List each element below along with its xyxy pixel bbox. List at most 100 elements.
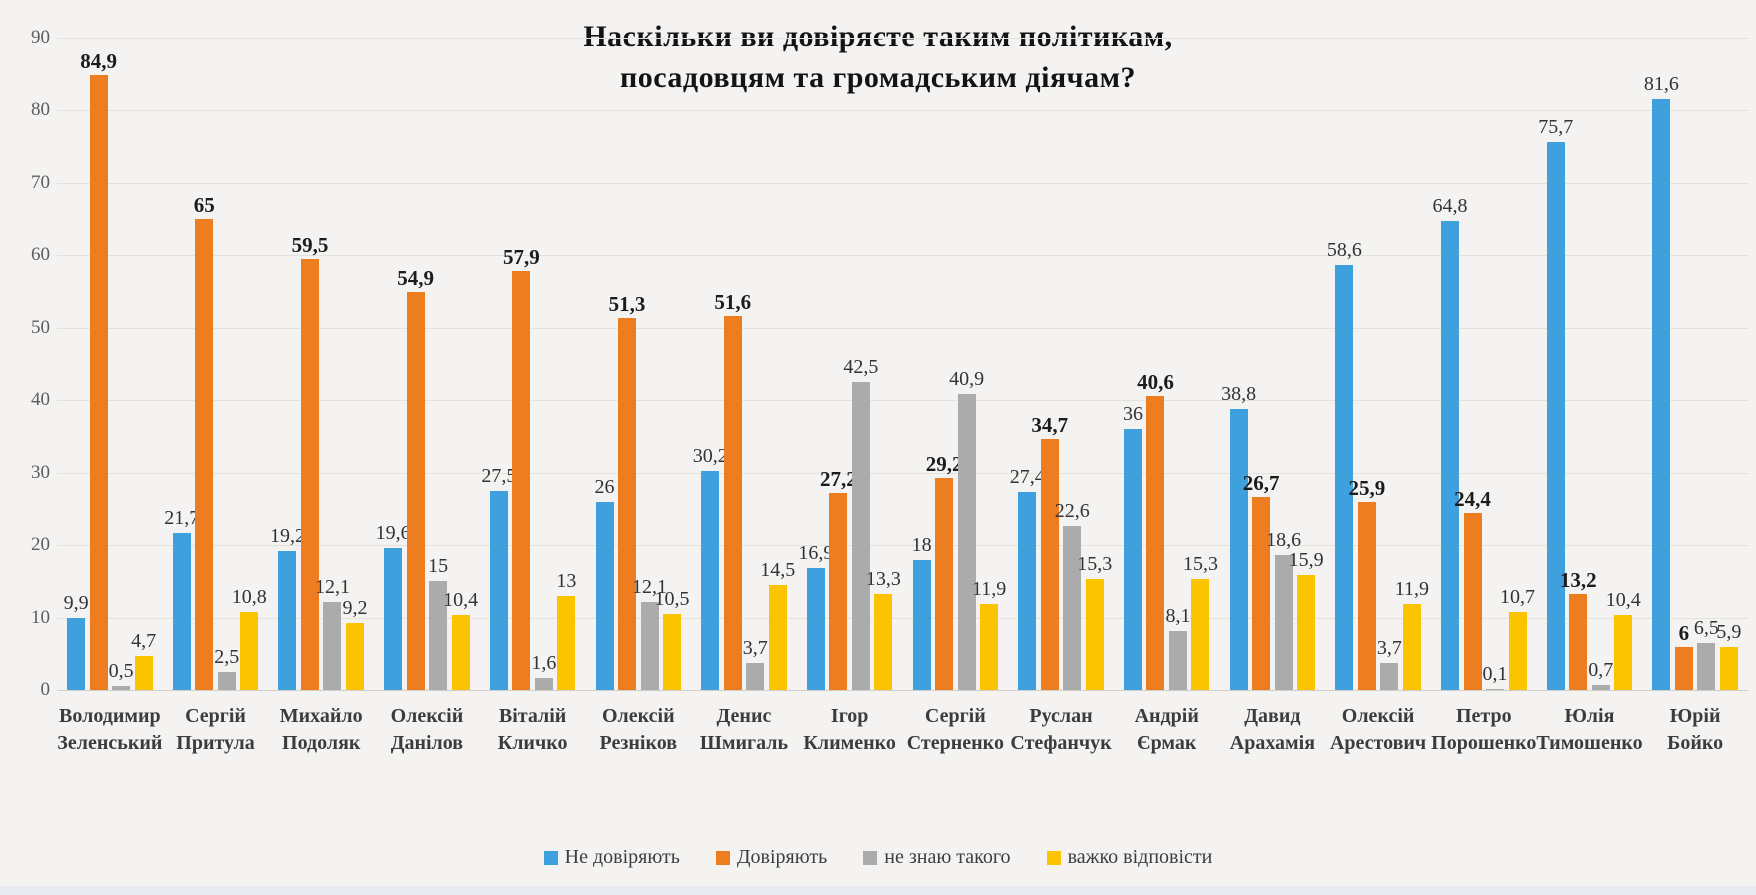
- bar-value-label: 84,9: [80, 48, 117, 73]
- bar: [618, 318, 637, 690]
- bottom-strip: [0, 886, 1756, 895]
- bar-value-label: 13,2: [1559, 568, 1597, 593]
- bar: [1252, 496, 1271, 690]
- category-label: Денис Шмигаль: [699, 705, 789, 754]
- bar-value-label: 2,5: [214, 645, 240, 668]
- bar: [429, 581, 448, 690]
- bar-value-label: 81,6: [1643, 72, 1679, 95]
- legend-swatch: [715, 850, 730, 865]
- bar-value-label: 3,7: [1376, 637, 1402, 660]
- bar-value-label: 5,9: [1716, 621, 1742, 644]
- bar: [67, 618, 86, 690]
- gridline-20: [57, 545, 1748, 547]
- bar: [935, 478, 954, 690]
- bar: [1274, 555, 1293, 690]
- bar-value-label: 42,5: [843, 356, 879, 379]
- bar: [112, 686, 131, 690]
- bar-value-label: 11,9: [1394, 577, 1429, 600]
- bar: [300, 258, 319, 690]
- bar: [1040, 438, 1059, 690]
- bar-value-label: 24,4: [1454, 487, 1491, 512]
- category-label: Олексій Данілов: [390, 705, 464, 754]
- bar-value-label: 19,2: [269, 524, 305, 547]
- bar: [134, 655, 153, 690]
- gridline-80: [57, 110, 1748, 112]
- bar: [1402, 603, 1421, 690]
- category-label: Давид Арахамія: [1229, 705, 1316, 754]
- bar-value-label: 36: [1122, 403, 1143, 426]
- bar-value-label: 16,9: [798, 541, 834, 564]
- bar-value-label: 12,1: [314, 576, 350, 599]
- bar: [640, 602, 659, 690]
- bar: [768, 584, 787, 690]
- category-label: Юлія Тимошенко: [1536, 705, 1643, 754]
- legend-label: Не довіряють: [564, 846, 680, 868]
- bar-value-label: 9,2: [342, 597, 368, 620]
- chart-title-line-2: посадовцям та громадським діячам?: [619, 61, 1137, 94]
- bar-value-label: 15,3: [1182, 553, 1218, 576]
- gridline-10: [57, 617, 1748, 619]
- bar-value-label: 26,7: [1242, 470, 1280, 495]
- gridline-0: [57, 690, 1748, 691]
- bar-value-label: 6: [1678, 620, 1690, 645]
- bar: [1018, 491, 1037, 690]
- bar: [1614, 614, 1633, 690]
- bar-value-label: 25,9: [1348, 476, 1386, 501]
- gridline-30: [57, 472, 1748, 474]
- bar-value-label: 58,6: [1326, 239, 1362, 262]
- bar: [912, 559, 931, 690]
- bar: [1569, 594, 1588, 690]
- bar-value-label: 10,8: [231, 585, 267, 608]
- bar-value-label: 15,9: [1288, 548, 1324, 571]
- bar-value-label: 12,1: [632, 576, 668, 599]
- bar-value-label: 22,6: [1054, 500, 1090, 523]
- bar: [1063, 526, 1082, 690]
- bar: [874, 593, 893, 690]
- category-label: Ігор Клименко: [803, 705, 896, 754]
- bar-value-label: 64,8: [1432, 194, 1468, 217]
- bar: [1146, 395, 1165, 690]
- bar-value-label: 51,3: [608, 292, 646, 317]
- bar: [172, 532, 191, 690]
- bar: [1168, 631, 1187, 690]
- bar: [957, 393, 976, 690]
- legend-label: не знаю такого: [884, 846, 1011, 868]
- bar-value-label: 15: [428, 555, 449, 578]
- bar-value-label: 0,7: [1588, 658, 1614, 681]
- y-axis-tick-label: 10: [31, 606, 50, 628]
- bar-value-label: 57,9: [502, 244, 540, 269]
- bar-value-label: 6,5: [1693, 616, 1719, 639]
- bar-value-label: 59,5: [291, 232, 329, 257]
- bar: [1123, 429, 1142, 690]
- bar: [195, 219, 214, 690]
- bar-value-label: 18: [911, 533, 932, 556]
- gridline-60: [57, 255, 1748, 257]
- legend: Не довіряють Довіряють не знаю такого важко…: [0, 846, 1756, 869]
- legend-item: Не довіряють: [543, 846, 680, 869]
- bar-value-label: 65: [193, 193, 215, 218]
- bar: [829, 492, 848, 690]
- gridline-70: [57, 182, 1748, 184]
- bar-value-label: 13: [556, 569, 577, 592]
- bar: [534, 678, 553, 690]
- bar: [723, 316, 742, 690]
- bar: [345, 623, 364, 690]
- bar: [489, 490, 508, 690]
- bar-value-label: 4,7: [131, 629, 157, 652]
- legend-item: важко відповісти: [1046, 846, 1212, 869]
- bar: [451, 614, 470, 690]
- bar: [1357, 502, 1376, 690]
- bar-value-label: 18,6: [1266, 529, 1302, 552]
- category-label: Сергій Стерненко: [906, 705, 1004, 754]
- category-label: Віталій Кличко: [497, 705, 568, 754]
- bar-value-label: 27,5: [481, 464, 517, 487]
- bar-value-label: 40,6: [1137, 369, 1174, 394]
- bar-value-label: 15,3: [1077, 553, 1113, 576]
- bar: [278, 550, 297, 690]
- category-label: Михайло Подоляк: [279, 705, 363, 754]
- bar-value-label: 10,4: [443, 588, 479, 611]
- bar-value-label: 14,5: [760, 558, 796, 581]
- bar: [240, 611, 259, 690]
